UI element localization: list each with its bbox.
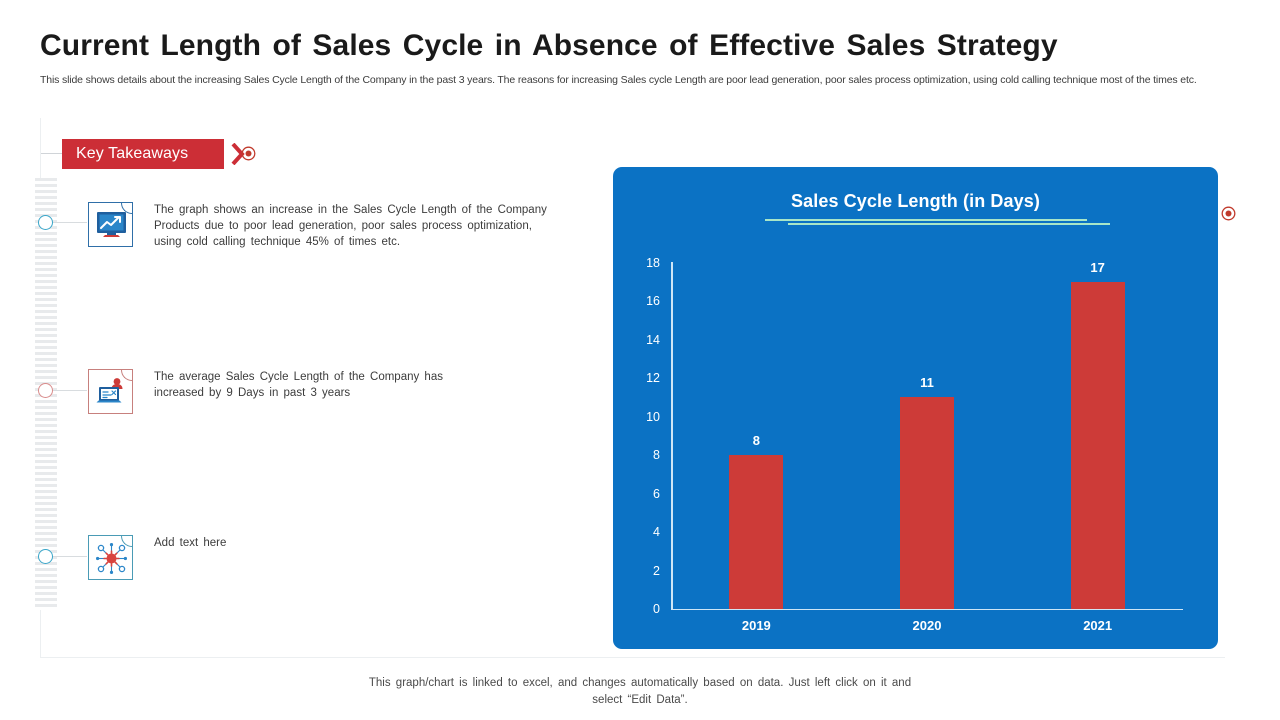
page-title: Current Length of Sales Cycle in Absence… [40, 29, 1058, 62]
key-takeaways-connector [41, 153, 63, 154]
bar[interactable] [1070, 281, 1125, 609]
bar-series: 8 2019 11 2020 17 2021 [671, 259, 1183, 633]
target-dot-icon [241, 146, 256, 161]
y-axis-tick-label: 2 [653, 563, 660, 578]
bar-group: 11 2020 [842, 263, 1013, 633]
list-item-text: The average Sales Cycle Length of the Co… [154, 371, 443, 399]
page-subtitle: This slide shows details about the incre… [40, 74, 1197, 86]
rail-connector-3 [53, 556, 87, 557]
target-dot-icon [1221, 206, 1236, 221]
list-item[interactable]: Add text here [88, 535, 418, 580]
network-nodes-icon [88, 535, 133, 580]
x-axis-tick-label: 2019 [741, 617, 771, 633]
rail-connector-1 [53, 222, 87, 223]
bar-value-label: 17 [1090, 259, 1105, 275]
list-item[interactable]: The graph shows an increase in the Sales… [88, 202, 558, 250]
bar-value-label: 8 [752, 432, 760, 448]
rail-node-blue-icon [38, 215, 53, 230]
rail-node-red-icon [38, 383, 53, 398]
y-axis-line [671, 262, 673, 610]
chart-title-underline-top [765, 219, 1087, 221]
chart-plot-area: 18 16 14 12 10 8 6 4 2 0 8 2019 11 2020 17 2021 [646, 256, 1183, 633]
y-axis-tick-label: 18 [646, 256, 660, 270]
bar-value-label: 11 [920, 375, 934, 391]
y-axis-tick-label: 8 [653, 448, 660, 463]
x-axis-tick-label: 2020 [912, 617, 942, 633]
list-item-text: The graph shows an increase in the Sales… [154, 204, 547, 248]
key-takeaways-banner[interactable]: Key Takeaways [62, 139, 224, 169]
bar-group: 8 2019 [671, 263, 842, 633]
chart-title: Sales Cycle Length (in Days) [791, 191, 1040, 211]
list-item[interactable]: The average Sales Cycle Length of the Co… [88, 369, 488, 414]
y-axis-tick-label: 4 [653, 525, 660, 540]
chart-panel[interactable]: Sales Cycle Length (in Days) 18 16 14 12 10 8… [613, 167, 1218, 649]
list-item-text: Add text here [154, 537, 227, 549]
footer-note: This graph/chart is linked to excel, and… [0, 675, 1280, 709]
rail-node-blue-icon [38, 549, 53, 564]
bar-group: 17 2021 [1012, 259, 1183, 633]
y-axis-tick-label: 14 [646, 332, 660, 347]
y-axis-tick-label: 0 [653, 602, 660, 616]
chart-title-underline-bottom [788, 223, 1110, 225]
x-axis-tick-label: 2021 [1083, 617, 1113, 633]
y-axis-tick-label: 16 [646, 294, 660, 309]
x-axis-line [671, 608, 1183, 610]
rail-connector-2 [53, 390, 87, 391]
y-axis-tick-label: 10 [646, 409, 660, 424]
footer-line-2: select “Edit Data”. [592, 694, 688, 706]
y-axis-tick-label: 12 [646, 371, 660, 386]
footer-line-1: This graph/chart is linked to excel, and… [368, 677, 912, 689]
bar[interactable] [899, 397, 954, 609]
y-axis-tick-label: 6 [653, 486, 660, 501]
bar[interactable] [729, 454, 784, 609]
laptop-presenter-icon [88, 369, 133, 414]
monitor-growth-chart-icon [88, 202, 133, 247]
key-takeaways-label: Key Takeaways [76, 145, 189, 162]
